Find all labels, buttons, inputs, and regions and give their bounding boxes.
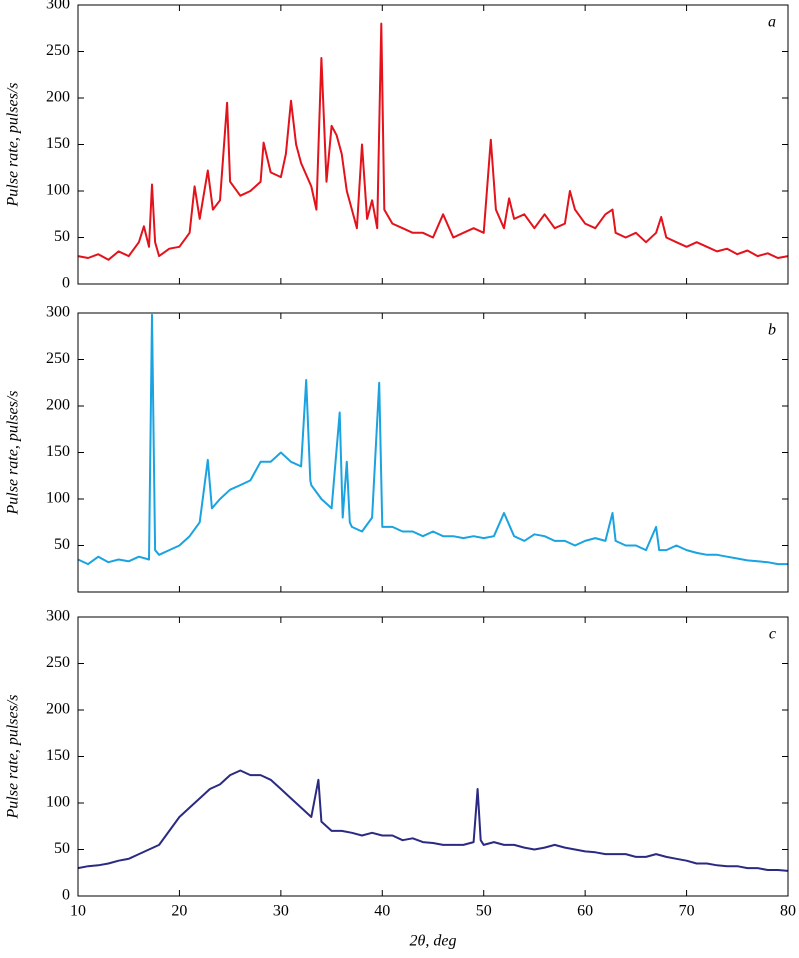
x-tick-label: 60	[577, 903, 593, 920]
y-axis-label: Pulse rate, pulses/s	[5, 695, 22, 820]
y-tick-label: 200	[46, 89, 70, 106]
data-line	[77, 313, 788, 566]
x-tick-label: 10	[70, 903, 86, 920]
plot-frame	[77, 616, 789, 897]
y-tick-label: 300	[46, 0, 70, 13]
x-tick-label: 30	[273, 903, 289, 920]
y-tick-label: 50	[54, 536, 70, 553]
y-tick-label: 300	[46, 608, 70, 625]
y-tick-label: 0	[62, 275, 70, 292]
x-tick-label: 40	[374, 903, 390, 920]
y-tick-label: 100	[46, 490, 70, 507]
x-tick-label: 20	[171, 903, 187, 920]
y-tick-label: 150	[46, 747, 70, 764]
x-tick-label: 70	[679, 903, 695, 920]
y-axis-label: Pulse rate, pulses/s	[5, 391, 22, 516]
y-tick-label: 250	[46, 42, 70, 59]
panel-label: b	[768, 322, 776, 339]
y-tick-label: 200	[46, 397, 70, 414]
y-tick-label: 50	[54, 228, 70, 245]
y-tick-label: 150	[46, 135, 70, 152]
y-tick-label: 50	[54, 840, 70, 857]
y-tick-label: 100	[46, 794, 70, 811]
x-tick-label: 50	[476, 903, 492, 920]
y-tick-label: 0	[62, 887, 70, 904]
y-tick-label: 300	[46, 304, 70, 321]
y-axis-label: Pulse rate, pulses/s	[5, 83, 22, 208]
plot-frame	[77, 312, 789, 593]
x-tick-label: 80	[780, 903, 796, 920]
y-tick-label: 100	[46, 182, 70, 199]
plot-frame	[77, 4, 789, 285]
panel-label: a	[768, 14, 776, 31]
y-tick-label: 250	[46, 350, 70, 367]
y-tick-label: 150	[46, 443, 70, 460]
x-axis-label: 2θ, deg	[410, 933, 457, 950]
data-line	[77, 769, 789, 872]
panel-label: c	[769, 626, 776, 643]
y-tick-label: 250	[46, 654, 70, 671]
y-tick-label: 200	[46, 701, 70, 718]
data-line	[77, 22, 789, 261]
